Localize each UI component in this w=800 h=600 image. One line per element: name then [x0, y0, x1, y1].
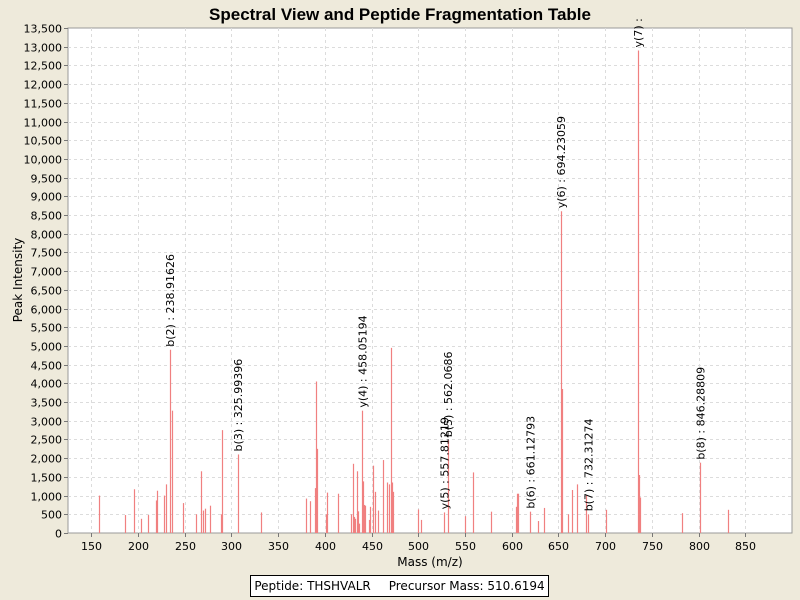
y-tick-label: 7,500 [31, 247, 63, 260]
y-tick-label: 4,000 [31, 378, 63, 391]
x-tick-label: 500 [408, 540, 429, 553]
y-tick-label: 6,500 [31, 285, 63, 298]
x-tick-label: 800 [689, 540, 710, 553]
x-tick-label: 850 [735, 540, 756, 553]
peak-annotation: y(7) : [632, 18, 645, 47]
x-tick-label: 700 [595, 540, 616, 553]
y-tick-label: 1,500 [31, 472, 63, 485]
peptide-field: PeptideTHSHVALR [254, 579, 370, 593]
peak-annotations: b(2) : 238.91626 b(3) : 325.99396 y(4) : 4… [164, 18, 708, 511]
peak-annotation: y(6) : 694.23059 [555, 116, 568, 208]
y-tick-label: 6,000 [31, 304, 63, 317]
peak-series [98, 50, 730, 533]
x-axis: 150 200 250 300 350 400 450 500 550 600 650 700 750 8… [81, 533, 756, 553]
peak-annotation: y(5) : 557.81219 [438, 417, 451, 509]
y-tick-label: 500 [41, 509, 62, 522]
y-tick-label: 2,000 [31, 453, 63, 466]
peak-annotation: b(8) : 846.28809 [694, 367, 707, 460]
y-tick-label: 11,500 [24, 98, 63, 111]
y-tick-label: 10,000 [24, 154, 63, 167]
y-tick-label: 8,500 [31, 210, 63, 223]
peak-annotation: b(5) : 562.0686 [442, 351, 455, 437]
x-tick-label: 250 [175, 540, 196, 553]
y-tick-label: 2,500 [31, 434, 63, 447]
y-tick-label: 4,500 [31, 360, 63, 373]
peptide-info-box: PeptideTHSHVALR Precursor Mass510.6194 [250, 575, 549, 597]
y-tick-label: 5,000 [31, 341, 63, 354]
y-tick-label: 13,500 [24, 23, 63, 36]
x-tick-label: 300 [221, 540, 242, 553]
peak-annotation: b(3) : 325.99396 [232, 359, 245, 452]
y-tick-label: 12,000 [24, 79, 63, 92]
y-tick-label: 11,000 [24, 117, 63, 130]
y-tick-label: 10,500 [24, 135, 63, 148]
plot-area [67, 27, 793, 534]
y-tick-label: 13,000 [24, 42, 63, 55]
x-axis-label: Mass (m/z) [397, 555, 462, 569]
x-tick-label: 200 [128, 540, 149, 553]
peak-annotation: b(7) : 732.31274 [582, 419, 595, 512]
peak-annotation: b(6) : 661.12793 [524, 416, 537, 509]
precursor-value: 510.6194 [487, 579, 545, 593]
y-tick-label: 1,000 [31, 491, 63, 504]
peptide-value: THSHVALR [307, 579, 371, 593]
chart-title: Spectral View and Peptide Fragmentation … [209, 5, 591, 24]
y-axis: 0 500 1,000 1,500 2,000 2,500 3,000 3,500 4,000 4… [24, 23, 68, 541]
x-tick-label: 550 [455, 540, 476, 553]
precursor-label: Precursor Mass [389, 579, 488, 593]
y-tick-label: 5,500 [31, 322, 63, 335]
y-tick-label: 12,500 [24, 60, 63, 73]
precursor-field: Precursor Mass510.6194 [389, 579, 545, 593]
grid-lines [68, 28, 792, 533]
y-tick-label: 9,000 [31, 191, 63, 204]
y-tick-label: 3,000 [31, 416, 63, 429]
x-tick-label: 750 [642, 540, 663, 553]
y-axis-label: Peak Intensity [11, 238, 25, 323]
x-tick-label: 150 [81, 540, 102, 553]
x-tick-label: 450 [362, 540, 383, 553]
peak-annotation: b(2) : 238.91626 [164, 254, 177, 347]
y-tick-label: 3,500 [31, 397, 63, 410]
y-tick-label: 0 [55, 528, 62, 541]
peptide-label: Peptide [254, 579, 307, 593]
x-tick-label: 400 [315, 540, 336, 553]
peak-annotation: y(4) : 458.05194 [356, 315, 369, 407]
x-tick-label: 650 [548, 540, 569, 553]
y-tick-label: 9,500 [31, 173, 63, 186]
y-tick-label: 8,000 [31, 229, 63, 242]
x-tick-label: 350 [268, 540, 289, 553]
x-tick-label: 600 [502, 540, 523, 553]
y-tick-label: 7,000 [31, 266, 63, 279]
